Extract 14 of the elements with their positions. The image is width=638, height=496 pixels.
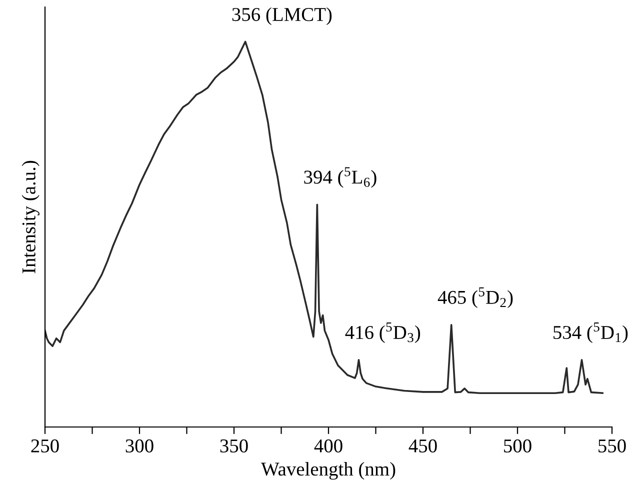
annotation: 394 ($^{5}$L$_{6}$) <box>304 167 376 188</box>
x-tick-label: 400 <box>314 439 342 452</box>
annotation: 416 ($^{5}$D$_{3}$) <box>345 322 420 343</box>
x-tick-label: 550 <box>598 439 626 452</box>
x-tick-label: 250 <box>31 439 59 452</box>
x-tick-label: 350 <box>220 439 248 452</box>
x-axis-title: Wavelength (nm) <box>260 462 396 480</box>
annotation: 465 ($^{5}$D$_{2}$) <box>438 287 513 308</box>
y-axis-title: Intensity (a.u.) <box>22 160 40 274</box>
x-tick-label: 500 <box>504 439 532 452</box>
x-tick-label: 300 <box>126 439 154 452</box>
annotation: 356 (LMCT) <box>232 7 332 26</box>
x-tick-label: 450 <box>408 439 437 452</box>
annotation: 534 ($^{5}$D$_{1}$) <box>554 322 628 343</box>
